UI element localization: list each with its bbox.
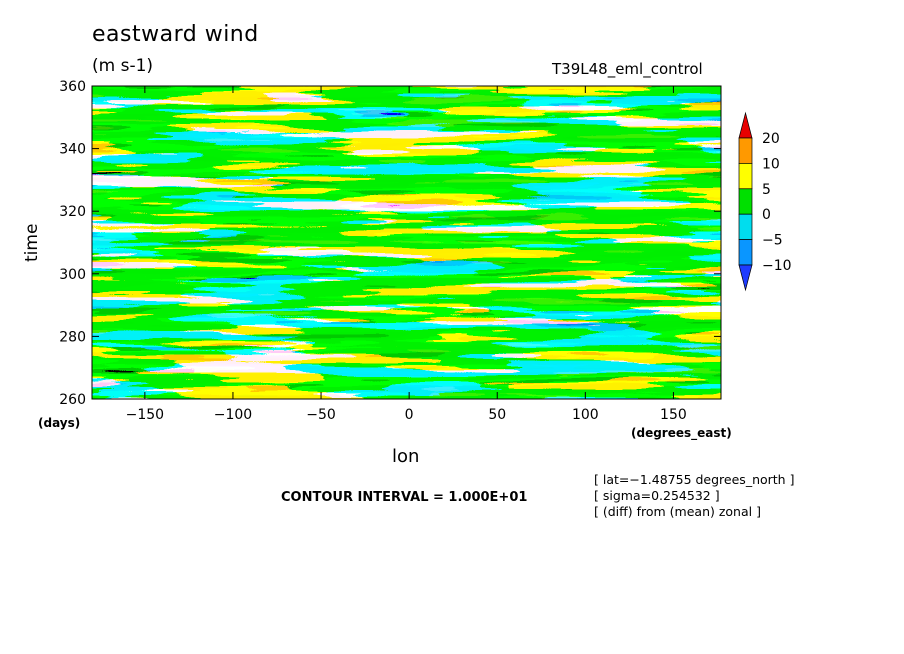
y-tick-label: 260 <box>59 392 86 408</box>
note-sigma: [ sigma=0.254532 ] <box>594 488 720 503</box>
x-axis: −150 −100 −50 0 50 100 150 <box>126 86 687 423</box>
x-tick-label: −150 <box>126 407 164 423</box>
x-tick-label: 150 <box>660 407 687 423</box>
colorbar-label: −10 <box>762 258 792 274</box>
colorbar-segment <box>738 188 753 215</box>
colorbar-segment <box>738 163 753 190</box>
y-axis: 260 280 300 320 340 360 <box>59 79 721 408</box>
y-axis-unit: (days) <box>38 416 81 430</box>
run-label: T39L48_eml_control <box>552 60 703 78</box>
x-tick-label: 50 <box>488 407 506 423</box>
wind-field-texture <box>92 86 721 399</box>
colorbar-segment <box>738 239 753 266</box>
colorbar: 20 10 5 0 −5 −10 <box>738 111 792 292</box>
x-tick-label: 100 <box>572 407 599 423</box>
y-tick-label: 360 <box>59 79 86 95</box>
colorbar-label: 5 <box>762 182 771 198</box>
colorbar-label: −5 <box>762 233 783 249</box>
y-tick-label: 340 <box>59 142 86 158</box>
chart-units: (m s-1) <box>92 56 154 76</box>
contour-interval: CONTOUR INTERVAL = 1.000E+01 <box>281 490 528 505</box>
x-axis-unit: (degrees_east) <box>631 426 732 440</box>
note-diff: [ (diff) from (mean) zonal ] <box>594 504 761 519</box>
y-axis-label: time <box>22 223 42 262</box>
note-lat: [ lat=−1.48755 degrees_north ] <box>594 472 795 487</box>
y-tick-label: 320 <box>59 204 86 220</box>
colorbar-label: 10 <box>762 156 780 172</box>
x-tick-label: −50 <box>306 407 336 423</box>
y-tick-label: 280 <box>59 329 86 345</box>
colorbar-segment <box>738 137 753 164</box>
colorbar-label: 20 <box>762 131 780 147</box>
colorbar-segment <box>738 213 753 240</box>
colorbar-min-arrow <box>738 264 753 292</box>
contour-field <box>91 85 722 400</box>
chart-title: eastward wind <box>92 22 259 47</box>
y-tick-label: 300 <box>59 267 86 283</box>
colorbar-label: 0 <box>762 207 771 223</box>
x-axis-label: lon <box>392 446 420 467</box>
colorbar-max-arrow <box>738 111 753 139</box>
x-tick-label: 0 <box>405 407 414 423</box>
x-tick-label: −100 <box>214 407 252 423</box>
plot-frame <box>91 85 722 400</box>
